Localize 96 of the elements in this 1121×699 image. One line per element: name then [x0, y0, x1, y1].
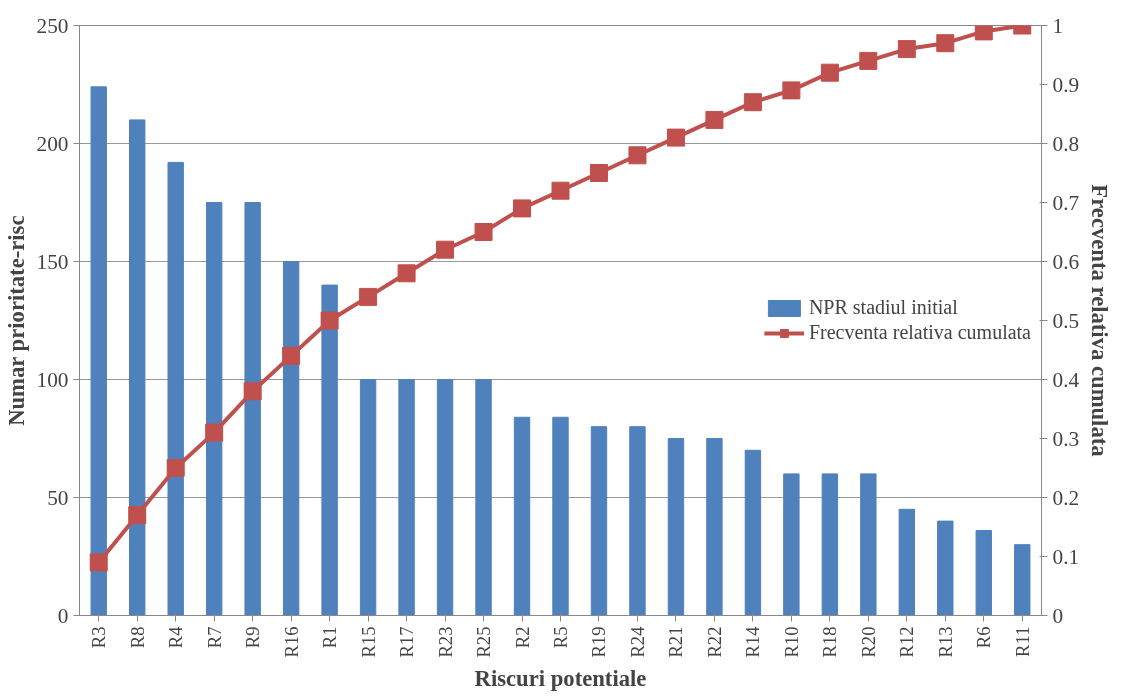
x-tick-label: R4	[165, 625, 187, 649]
y-tick-label: 200	[36, 131, 69, 156]
y2-tick-label: 0.7	[1052, 190, 1080, 215]
bar	[783, 473, 800, 616]
point	[936, 34, 955, 53]
point	[282, 346, 301, 365]
point	[359, 287, 378, 306]
point	[474, 223, 493, 241]
point	[205, 423, 224, 442]
y2-tick-label: 0.3	[1052, 426, 1080, 451]
x-tick-label: R9	[242, 626, 264, 649]
x-tick-label: R18	[819, 626, 841, 658]
x-tick-label: R12	[896, 626, 918, 658]
y-tick-label: 250	[36, 13, 69, 38]
bar	[744, 449, 762, 616]
y-tick-label: 50	[47, 485, 69, 510]
bar	[398, 379, 415, 616]
legend-label: NPR stadiul initial	[808, 296, 958, 319]
bar	[975, 530, 992, 616]
x-axis-title: Riscuri potentiale	[474, 665, 647, 691]
y2-tick-label: 0.9	[1052, 72, 1080, 97]
x-tick-label: R8	[126, 626, 148, 649]
point	[589, 164, 608, 182]
point	[436, 240, 455, 259]
x-tick-label: R1	[319, 626, 341, 649]
point	[551, 181, 570, 200]
x-tick-label: R25	[473, 626, 495, 658]
y2-tick-label: 1	[1052, 13, 1064, 38]
x-tick-label: R10	[780, 626, 802, 658]
bar	[667, 438, 685, 616]
bar	[282, 261, 300, 616]
bar	[860, 473, 877, 616]
x-tick-label: R22	[703, 626, 725, 658]
y-axis-title: Numar prioritate-risc	[3, 215, 29, 426]
y2-tick-label: 0.1	[1052, 544, 1080, 569]
point	[974, 25, 993, 41]
bar	[475, 379, 492, 616]
point	[243, 382, 262, 401]
bar	[167, 161, 184, 616]
point	[897, 40, 916, 59]
y2-tick-label: 0.6	[1052, 249, 1080, 274]
bar	[821, 473, 839, 616]
point	[397, 264, 416, 283]
y-tick-label: 100	[36, 367, 69, 392]
y2-tick-label: 0	[1052, 603, 1064, 628]
x-tick-label: R23	[434, 626, 456, 658]
y-tick-label: 0	[57, 603, 69, 628]
x-tick-label: R24	[626, 625, 648, 658]
bar	[244, 202, 261, 616]
x-tick-label: R5	[550, 626, 571, 649]
x-tick-label: R11	[1011, 626, 1033, 657]
x-tick-label: R21	[665, 626, 687, 658]
bar	[706, 438, 723, 616]
x-tick-label: R3	[88, 626, 110, 649]
point	[859, 51, 878, 70]
bar	[898, 508, 916, 616]
bar	[129, 119, 146, 616]
bar	[590, 426, 608, 616]
x-tick-label: R14	[742, 625, 764, 658]
point	[166, 459, 185, 477]
x-tick-label: R19	[588, 626, 610, 658]
x-tick-label: R16	[280, 626, 302, 658]
point	[513, 199, 532, 218]
y-tick-label: 150	[36, 249, 69, 274]
x-tick-label: R6	[973, 626, 995, 649]
point	[743, 93, 762, 112]
bar	[90, 86, 107, 616]
x-tick-label: R20	[857, 626, 879, 658]
x-tick-label: R13	[934, 626, 956, 658]
point	[666, 128, 685, 147]
y2-tick-label: 0.8	[1052, 131, 1080, 156]
point	[128, 506, 147, 525]
y2-tick-label: 0.5	[1052, 308, 1080, 333]
point	[782, 81, 801, 100]
bar	[436, 379, 454, 616]
y2-axis-title: Frecventa relativa cumulata	[1087, 184, 1113, 457]
x-tick-label: R2	[511, 626, 533, 649]
point	[89, 553, 108, 572]
y2-tick-label: 0.2	[1052, 485, 1080, 510]
bar	[513, 416, 531, 616]
x-tick-label: R15	[357, 626, 379, 658]
point	[628, 146, 647, 165]
y2-tick-label: 0.4	[1052, 367, 1080, 392]
bar	[552, 416, 569, 616]
bar	[1014, 544, 1031, 616]
point	[705, 110, 724, 129]
legend-label: Frecventa relativa cumulata	[808, 321, 1031, 344]
bar	[629, 426, 646, 616]
point	[820, 63, 839, 82]
bar	[937, 520, 954, 616]
bar	[205, 202, 223, 616]
point	[320, 311, 339, 330]
x-tick-label: R7	[203, 626, 225, 649]
bar	[321, 284, 338, 616]
bar	[359, 379, 377, 616]
x-tick-label: R17	[396, 626, 418, 658]
